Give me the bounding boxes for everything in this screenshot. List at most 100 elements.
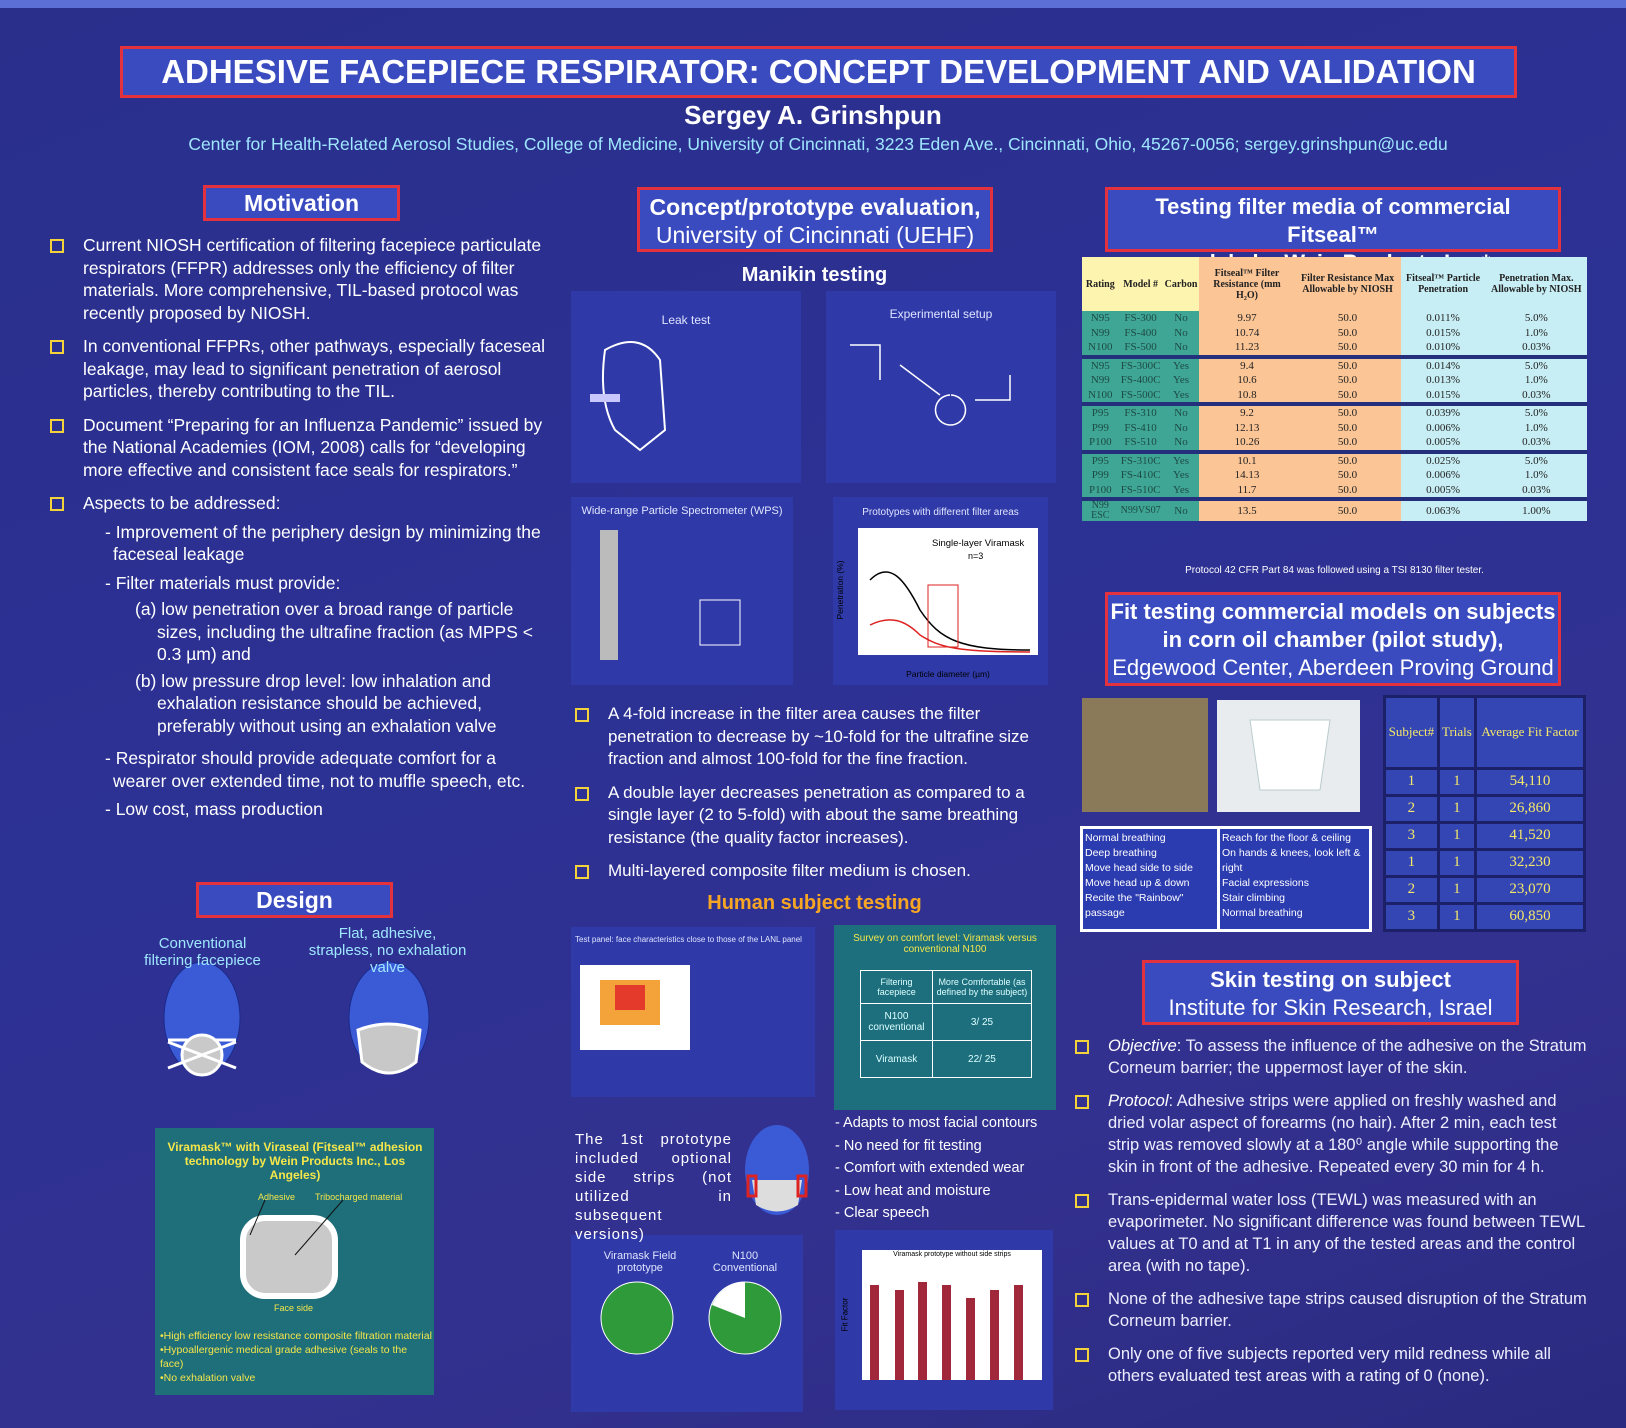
table-cell: 5.0% <box>1485 451 1587 468</box>
heading-line: Testing filter media of commercial Fitse… <box>1155 194 1511 247</box>
prototype-note: The 1st prototype included optional side… <box>575 1131 732 1243</box>
table-cell: 9.2 <box>1199 404 1295 421</box>
survey-cell: 22/ 25 <box>931 1040 1033 1078</box>
pointer <box>294 1199 344 1256</box>
viramask-label: Adhesive <box>258 1192 296 1202</box>
leak-test-panel <box>571 291 801 483</box>
header-cell: Average Fit Factor <box>1474 695 1586 770</box>
bullet: Trans-epidermal water loss (TEWL) was me… <box>1075 1189 1588 1277</box>
title: ADHESIVE FACEPIECE RESPIRATOR: CONCEPT D… <box>120 46 1517 98</box>
exercise-list: Reach for the floor & ceiling On hands & … <box>1222 831 1367 921</box>
header-row: Rating Model # Carbon Fitseal™ Filter Resis… <box>1082 257 1587 311</box>
table-cell: FS-510C <box>1118 482 1163 499</box>
table-row: P95 FS-310C Yes 10.1 50.0 0.025% 5.0% <box>1082 451 1587 468</box>
table-cell: 1.0% <box>1485 420 1587 435</box>
table-cell: 1.0% <box>1485 468 1587 483</box>
table-row: N100 FS-500 No 11.23 50.0 0.010% 0.03% <box>1082 340 1587 357</box>
section-heading: Fit testing commercial models on subject… <box>1105 592 1561 686</box>
fit-table: Subject# Trials Average Fit Factor 1 1 54,110… <box>1383 695 1586 933</box>
table-cell: 9.4 <box>1199 356 1295 373</box>
table-cell: 1.00% <box>1485 499 1587 521</box>
viramask-label: Tribocharged material <box>315 1192 403 1202</box>
sub-item: - Respirator should provide adequate com… <box>105 747 548 792</box>
sub-item: - Filter materials must provide: (a) low … <box>105 572 548 738</box>
survey-row: N100 conventional 3/ 25 <box>860 1003 1033 1041</box>
header-cell: Trials <box>1436 695 1478 770</box>
section-heading: Motivation <box>203 185 400 221</box>
table-cell: 12.13 <box>1199 420 1295 435</box>
bullet: None of the adhesive tape strips caused … <box>1075 1288 1588 1332</box>
setup-panel <box>826 291 1056 483</box>
bullet-icon <box>1075 1095 1089 1109</box>
sub-item-text: - Respirator should provide adequate com… <box>105 748 526 791</box>
survey-table: Filtering facepiece More Comfortable (as … <box>860 970 1033 1078</box>
heading-line: Edgewood Center, Aberdeen Proving Ground <box>1112 655 1554 680</box>
table-row: N95 FS-300 No 9.97 50.0 0.011% 5.0% <box>1082 311 1587 326</box>
bullet: Only one of five subjects reported very … <box>1075 1343 1588 1387</box>
table-cell: 0.03% <box>1485 435 1587 452</box>
table-cell: 23,070 <box>1474 874 1586 905</box>
survey-cell: Filtering facepiece <box>860 970 933 1004</box>
bullet-icon <box>50 418 64 433</box>
table-cell: 0.063% <box>1400 499 1486 521</box>
table-cell: 0.03% <box>1485 340 1587 357</box>
table-cell: FS-410 <box>1118 420 1163 435</box>
bullet-icon <box>575 865 589 879</box>
bullet-text: : Adhesive strips were applied on freshl… <box>1108 1092 1559 1176</box>
bullet-icon <box>1075 1348 1089 1362</box>
pie <box>600 1281 674 1355</box>
legend: n=3 <box>968 551 984 561</box>
adhesive-face <box>348 961 430 1075</box>
panel-title: Experimental setup <box>889 307 993 321</box>
table-cell: Yes <box>1162 387 1200 404</box>
bullet: Document “Preparing for an Influenza Pan… <box>50 414 548 482</box>
feature: •No exhalation valve <box>160 1372 256 1384</box>
bullet-icon <box>50 497 64 511</box>
section-heading: Design <box>196 882 393 918</box>
table-cell: 11.23 <box>1199 340 1295 357</box>
table-cell: No <box>1162 340 1200 357</box>
motivation-list: Current NIOSH certification of filtering… <box>50 234 548 832</box>
bullet-icon <box>50 239 64 253</box>
prototypes-plot <box>858 528 1038 655</box>
table-cell: Yes <box>1162 482 1200 499</box>
pie-slice <box>712 1282 745 1318</box>
bullet-text: : To assess the influence of the adhesiv… <box>1108 1037 1587 1077</box>
table-cell: 60,850 <box>1474 901 1586 933</box>
table-cell: 3 <box>1383 820 1440 851</box>
table-cell: P99 <box>1082 420 1119 435</box>
heading-line: University of Cincinnati (UEHF) <box>655 222 975 248</box>
exercise: Normal breathing <box>1222 907 1303 919</box>
table-row: P99 FS-410 No 12.13 50.0 0.006% 1.0% <box>1082 420 1587 435</box>
exercise: On hands & knees, look left & right <box>1222 847 1361 874</box>
bullet: Objective: To assess the influence of th… <box>1075 1035 1588 1079</box>
pointer <box>249 1199 266 1236</box>
bullet-label: Protocol <box>1108 1092 1169 1110</box>
table-cell: FS-300 <box>1118 311 1163 326</box>
table-cell: 1 <box>1436 766 1478 797</box>
panel-title: Wide-range Particle Spectrometer (WPS) <box>581 505 783 517</box>
advantages: - Adapts to most facial contours - No nee… <box>835 1112 1060 1225</box>
exercise: Move head side to side <box>1085 862 1193 874</box>
bullet: A double layer decreases penetration as … <box>575 782 1048 850</box>
table-cell: FS-310 <box>1118 404 1163 421</box>
sub-sub-item: (b) low pressure drop level: low inhalat… <box>135 670 497 736</box>
bullet: A 4-fold increase in the filter area cau… <box>575 703 1048 771</box>
header-cell: Fitseal™ Particle Penetration <box>1400 257 1486 311</box>
header-cell: Fitseal™ Filter Resistance (mm H₂O) <box>1199 257 1295 311</box>
table-row: N99 FS-400 No 10.74 50.0 0.015% 1.0% <box>1082 325 1587 340</box>
bullet-text: None of the adhesive tape strips caused … <box>1108 1290 1587 1330</box>
sub-item-text: - Filter materials must provide: <box>105 572 341 593</box>
y-label: Penetration (%) <box>835 560 845 620</box>
table-cell: 10.74 <box>1199 325 1295 340</box>
table-cell: 1 <box>1436 793 1478 824</box>
prototype-face <box>745 1125 809 1215</box>
table-cell: 1.0% <box>1485 373 1587 388</box>
subheading: Human subject testing <box>707 892 922 914</box>
table-cell: FS-500C <box>1118 387 1163 404</box>
table-row: N99 ESC N99VS07 No 13.5 50.0 0.063% 1.00% <box>1082 499 1587 521</box>
table-cell: 1 <box>1383 847 1440 878</box>
table-cell: 1.0% <box>1485 325 1587 340</box>
viramask-drawing <box>240 1215 338 1299</box>
x-label: Particle diameter (µm) <box>906 669 990 679</box>
